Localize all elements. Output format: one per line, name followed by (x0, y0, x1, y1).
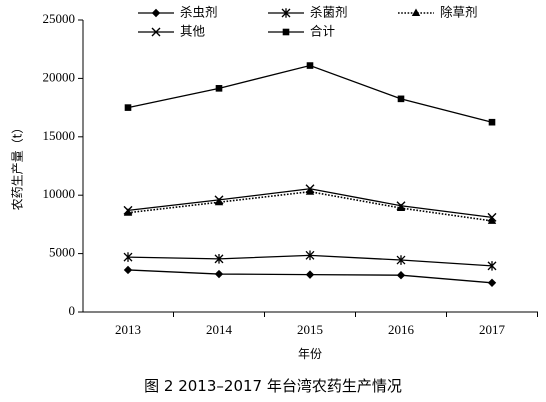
legend-label: 除草剂 (440, 5, 478, 20)
y-tick-label: 0 (69, 303, 76, 318)
series-group (123, 62, 497, 287)
axes (82, 20, 538, 313)
legend-label: 合计 (310, 24, 335, 39)
data-point (214, 197, 224, 206)
series-line (127, 190, 493, 222)
data-point (305, 187, 315, 195)
data-point (123, 265, 133, 275)
x-tick-label: 2016 (388, 322, 415, 337)
y-tick-label: 20000 (43, 69, 76, 84)
data-point (487, 212, 497, 222)
data-point (123, 208, 133, 216)
x-tick-label: 2013 (115, 322, 141, 337)
y-axis-title: 农药生产量（t） (11, 122, 25, 211)
data-point (123, 252, 133, 262)
data-point (396, 271, 406, 280)
legend-item: 除草剂 (398, 5, 478, 20)
data-point (396, 201, 406, 211)
data-point (487, 216, 497, 224)
legend-item: 其他 (138, 24, 206, 39)
legend-marker (151, 8, 161, 18)
data-point (396, 203, 406, 212)
data-point (305, 184, 315, 194)
legend-marker (282, 28, 290, 36)
data-point (487, 278, 497, 287)
data-point (214, 195, 224, 205)
series-3 (123, 184, 497, 222)
series-4 (124, 62, 496, 126)
x-tick-label: 2014 (206, 322, 233, 337)
data-point (306, 62, 314, 69)
x-tick-label: 2017 (479, 322, 506, 337)
data-point (124, 104, 132, 111)
legend-marker (151, 27, 161, 37)
series-0 (123, 265, 497, 287)
y-tick-label: 10000 (43, 186, 76, 201)
data-point (214, 269, 224, 279)
y-ticks: 0 5000 10000 15000 20000 25000 (43, 11, 83, 318)
y-tick-label: 25000 (43, 11, 76, 26)
legend-marker (411, 8, 421, 16)
data-point (396, 255, 406, 265)
data-point (123, 205, 133, 215)
data-point (214, 254, 224, 264)
series-line (127, 64, 493, 123)
data-point (305, 270, 315, 279)
legend-item: 杀菌剂 (268, 5, 348, 20)
x-ticks: 2013 2014 2015 2016 2017 (115, 312, 538, 337)
legend-marker (281, 8, 291, 18)
series-1 (123, 250, 497, 271)
legend-item: 合计 (268, 24, 335, 39)
x-tick-label: 2015 (297, 322, 323, 337)
legend-label: 杀菌剂 (310, 5, 348, 20)
x-axis-title: 年份 (298, 347, 322, 361)
series-2 (123, 187, 497, 224)
y-tick-label: 15000 (43, 128, 76, 143)
data-point (215, 85, 223, 92)
y-tick-label: 5000 (49, 245, 75, 260)
legend-label: 其他 (180, 24, 206, 39)
data-point (487, 261, 497, 271)
data-point (397, 95, 405, 103)
legend-label: 杀虫剂 (180, 5, 218, 20)
data-point (488, 118, 496, 126)
figure-caption: 图 2 2013–2017 年台湾农药生产情况 (144, 377, 402, 395)
legend-item: 杀虫剂 (138, 5, 218, 20)
data-point (305, 250, 315, 261)
